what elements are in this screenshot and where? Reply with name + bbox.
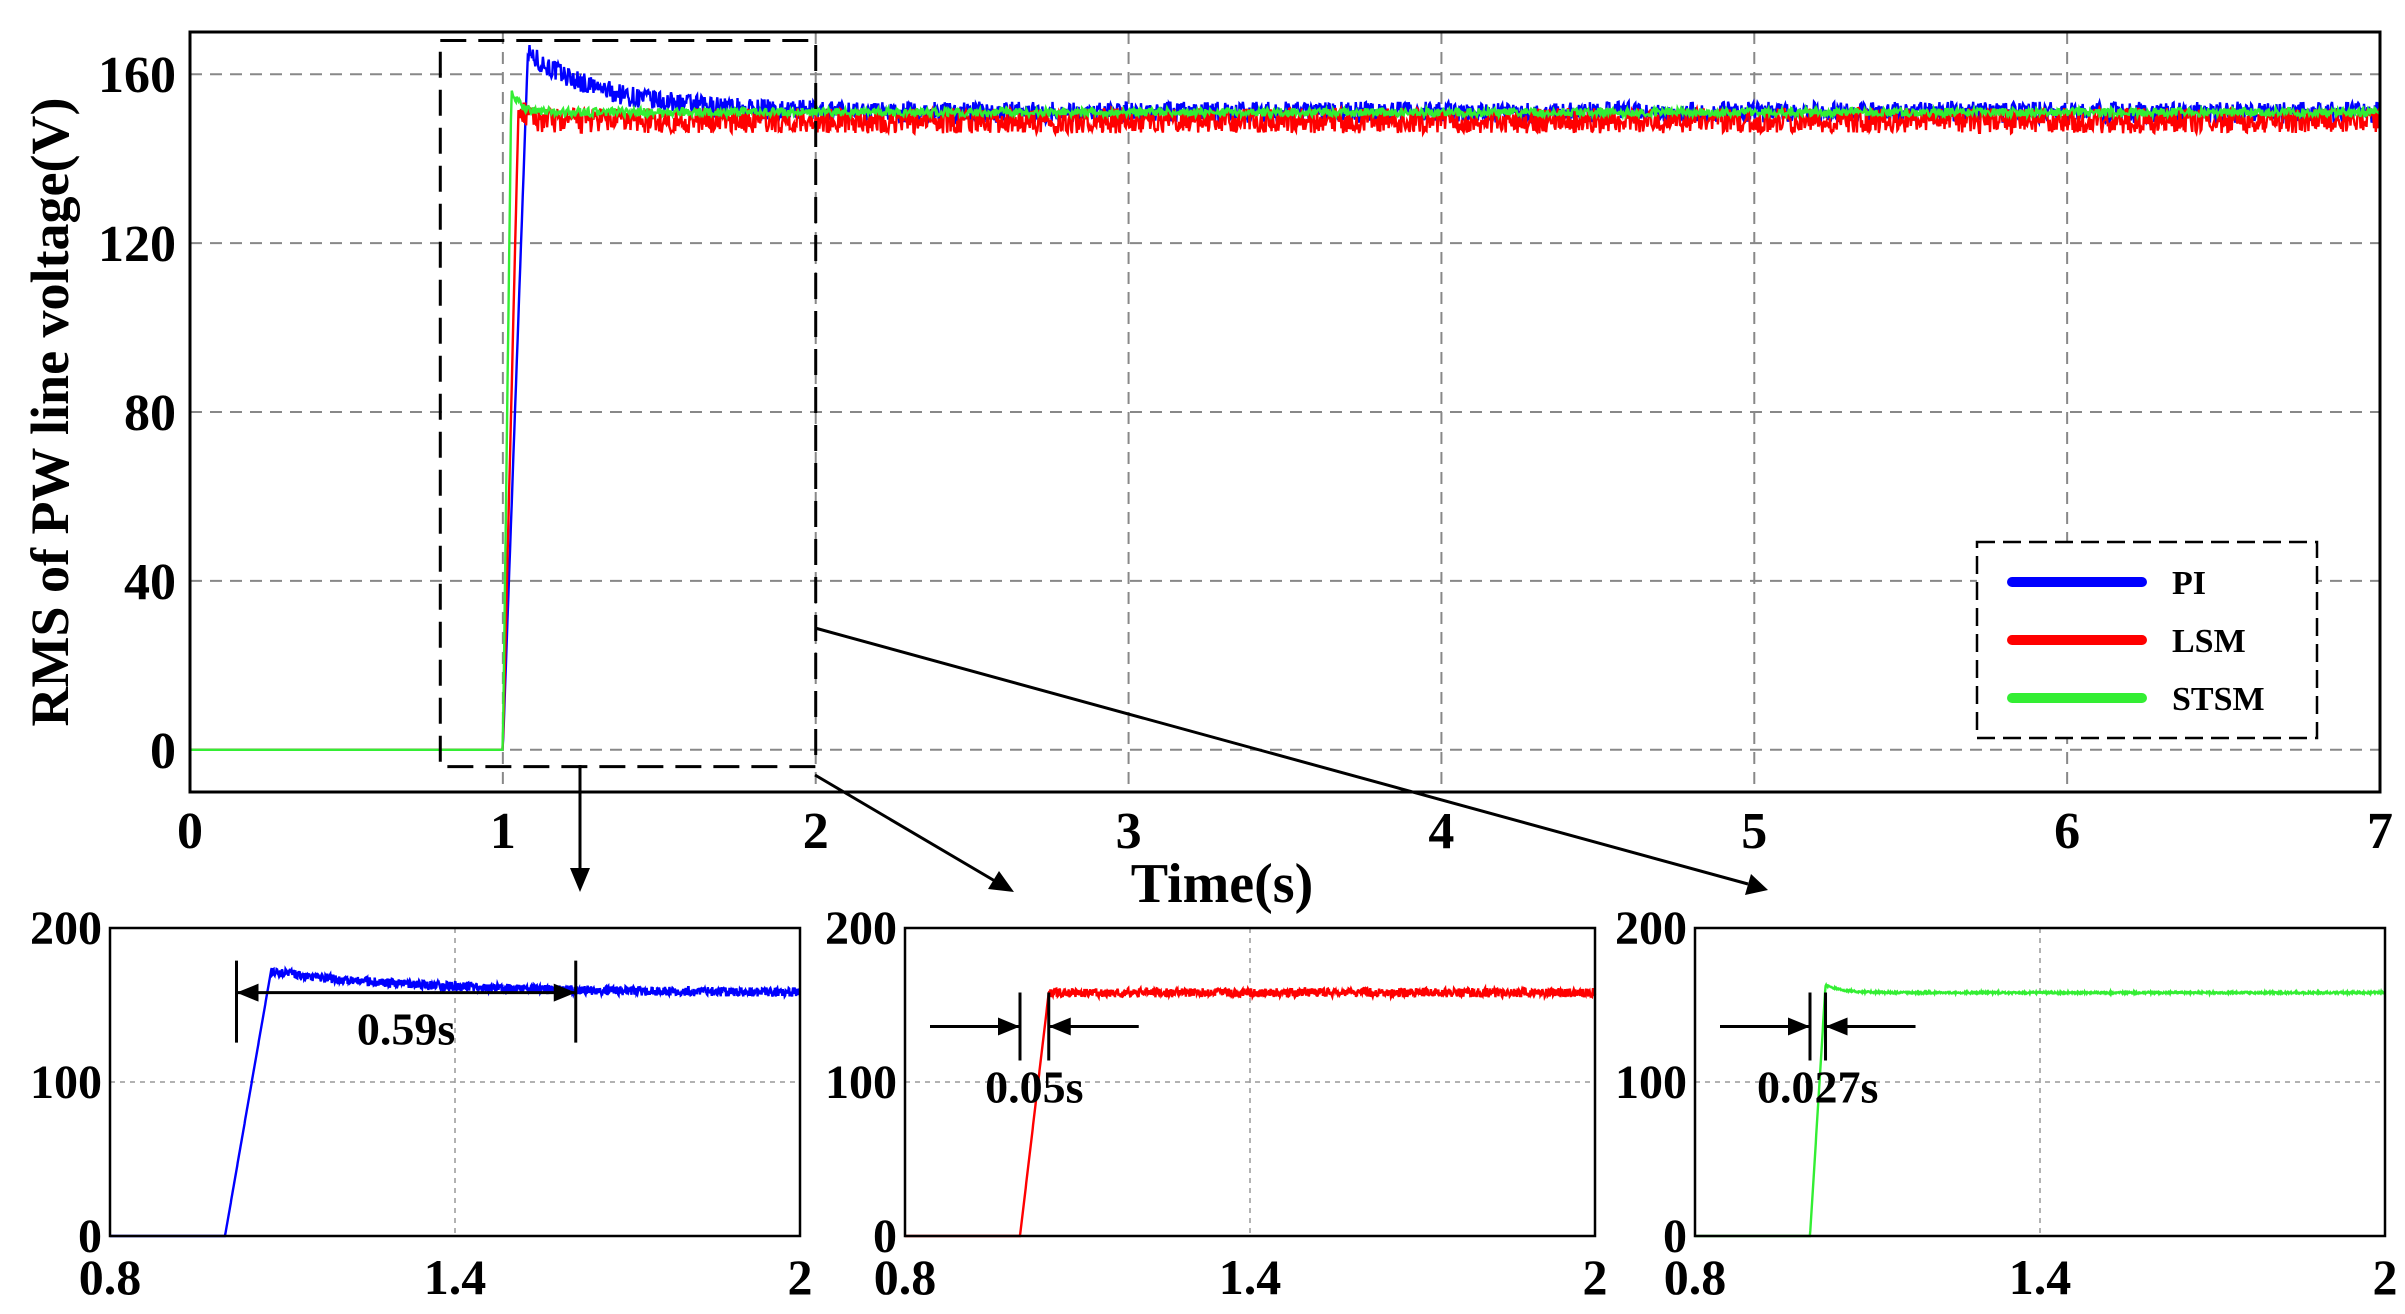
callout-arrowhead-lsm: [988, 871, 1014, 892]
main-y-tick-label: 120: [98, 216, 176, 273]
main-x-tick-label: 2: [803, 803, 829, 860]
annotation-arrowhead-right: [1048, 1017, 1071, 1036]
main-x-tick-label: 5: [1741, 803, 1767, 860]
annotation-label: 0.05s: [985, 1062, 1083, 1113]
main-y-axis-label: RMS of PW line voltage(V): [20, 98, 80, 727]
zoom-y-tick-label: 200: [1615, 902, 1687, 955]
main-x-tick-label: 4: [1428, 803, 1454, 860]
zoom-y-tick-label: 200: [825, 902, 897, 955]
zoom-x-tick-label: 1.4: [2009, 1249, 2072, 1305]
main-y-tick-label: 40: [124, 554, 176, 611]
main-plot-frame: [188, 30, 2382, 794]
annotation-arrowhead-right: [553, 983, 576, 1002]
zoom-lsm-annotation: 0.05s: [930, 992, 1139, 1113]
annotation-arrowhead-left: [236, 983, 259, 1002]
annotation-arrowhead-left: [1788, 1017, 1810, 1036]
main-y-tick-label: 80: [124, 385, 176, 442]
zoom-lsm-frame: [903, 926, 1597, 1238]
zoom-stsm-series: [1695, 982, 2386, 1238]
main-series: [190, 45, 2382, 751]
zoom-stsm-grid: [1695, 928, 2385, 1236]
legend: PI LSM STSM: [1975, 540, 2319, 740]
zoom-y-tick-label: 0: [78, 1210, 102, 1263]
zoom-y-tick-label: 0: [873, 1210, 897, 1263]
annotation-arrowhead-right: [1825, 1017, 1848, 1036]
callout-arrowhead-stsm: [1745, 874, 1768, 895]
legend-label-lsm: LSM: [2172, 623, 2246, 660]
main-x-tick-label: 1: [490, 803, 516, 860]
zoom-stsm-ticks: 0.8 1.4 2 0 100 200: [1615, 902, 2398, 1305]
zoom-pi-frame: [108, 926, 802, 1238]
zoom-x-tick-label: 0.8: [79, 1249, 142, 1305]
zoom-x-tick-label: 2: [788, 1249, 813, 1305]
legend-label-stsm: STSM: [2172, 681, 2265, 718]
zoom-pi-ticks: 0.8 1.4 2 0 100 200: [30, 902, 813, 1305]
zoom-y-tick-label: 100: [30, 1056, 102, 1109]
callout-arrow-stsm: [814, 626, 1749, 886]
main-ticks: 0 1 2 3 4 5 6 7 0 40 80 120 160: [98, 47, 2393, 860]
annotation-label: 0.027s: [1757, 1062, 1878, 1113]
zoom-lsm-ticks: 0.8 1.4 2 0 100 200: [825, 902, 1608, 1305]
main-x-tick-label: 3: [1116, 803, 1142, 860]
zoom-x-tick-label: 0.8: [874, 1249, 937, 1305]
zoom-x-tick-label: 0.8: [1664, 1249, 1727, 1305]
main-x-axis-label: Time(s): [1131, 853, 1314, 915]
zoom-stsm-series-line: [1695, 982, 2386, 1238]
callout-arrow-lsm: [814, 773, 1001, 886]
main-x-tick-label: 0: [177, 803, 203, 860]
zoom-callout-arrows: [570, 626, 1768, 895]
main-x-tick-label: 7: [2367, 803, 2393, 860]
main-y-tick-label: 160: [98, 47, 176, 104]
zoom-x-tick-label: 2: [2373, 1249, 2398, 1305]
main-y-tick-label: 0: [150, 723, 176, 780]
zoom-y-tick-label: 100: [1615, 1056, 1687, 1109]
legend-label-pi: PI: [2172, 565, 2206, 602]
annotation-arrowhead-left: [998, 1017, 1020, 1036]
zoom-y-tick-label: 200: [30, 902, 102, 955]
zoom-x-tick-label: 1.4: [424, 1249, 487, 1305]
zoom-x-tick-label: 1.4: [1219, 1249, 1282, 1305]
zoom-stsm-frame: [1693, 926, 2387, 1238]
callout-arrowhead-pi: [570, 868, 590, 892]
annotation-label: 0.59s: [357, 1004, 455, 1055]
zoom-panel-pi: 0.8 1.4 2 0 100 200 0.59s: [30, 902, 813, 1305]
zoom-panel-lsm: 0.8 1.4 2 0 100 200 0.05s: [825, 902, 1608, 1305]
main-x-tick-label: 6: [2054, 803, 2080, 860]
zoom-pi-annotation: 0.59s: [235, 960, 578, 1055]
zoom-lsm-grid: [905, 928, 1595, 1236]
zoom-pi-grid: [110, 928, 800, 1236]
zoom-y-tick-label: 100: [825, 1056, 897, 1109]
zoom-x-tick-label: 2: [1583, 1249, 1608, 1305]
zoom-y-tick-label: 0: [1663, 1210, 1687, 1263]
series-line-stsm: [190, 90, 2381, 751]
zoom-panel-stsm: 0.8 1.4 2 0 100 200 0.027s: [1615, 902, 2398, 1305]
zoom-region-box: [438, 38, 818, 769]
zoom-stsm-annotation: 0.027s: [1720, 992, 1916, 1113]
